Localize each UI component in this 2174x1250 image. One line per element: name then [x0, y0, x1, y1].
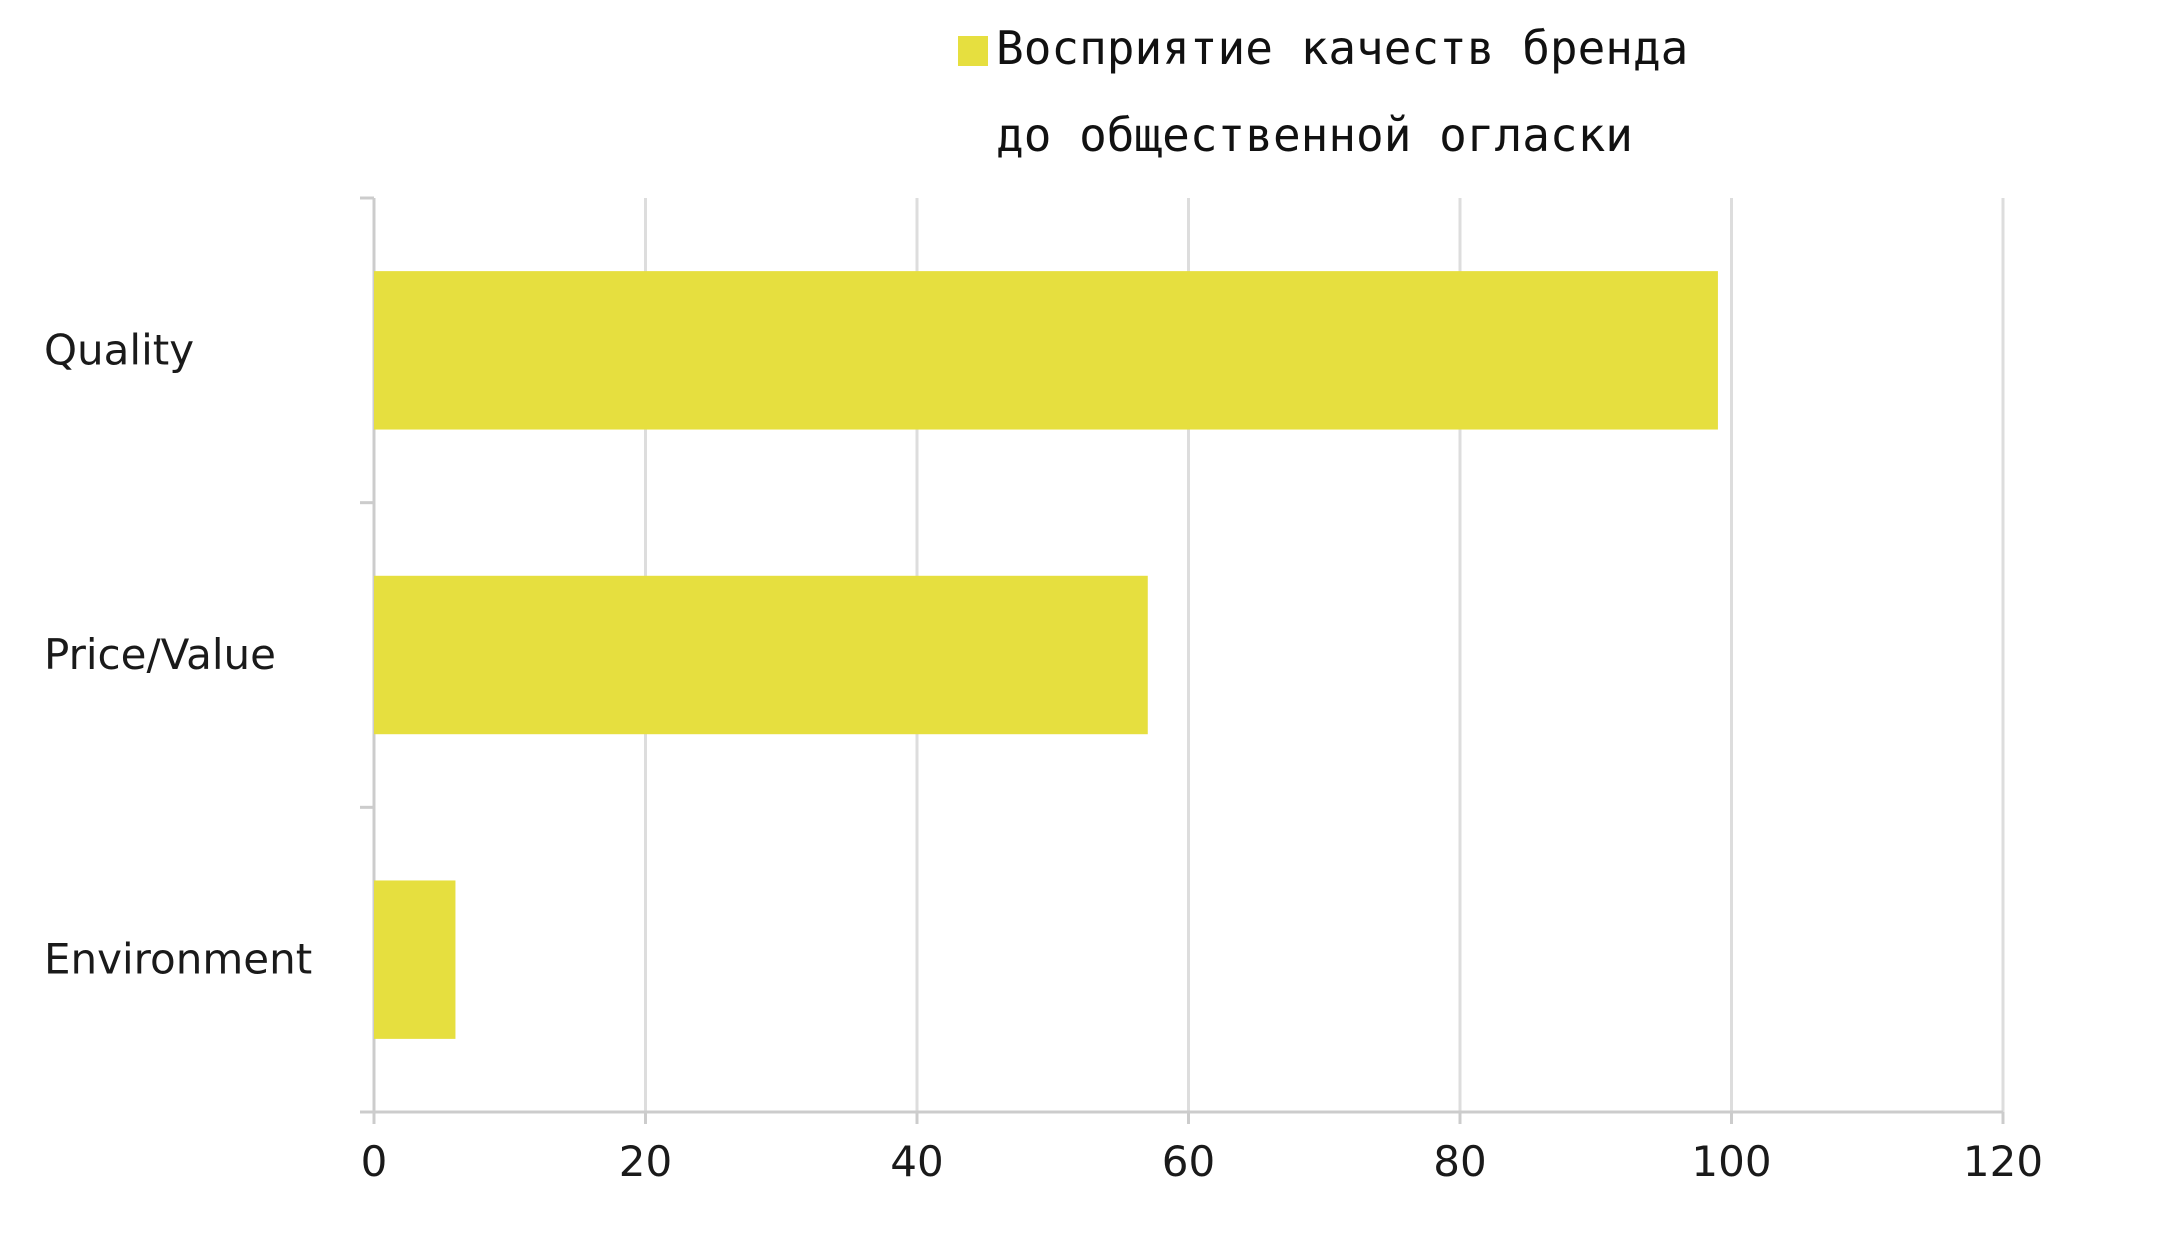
x-tick-label: 40	[890, 1137, 943, 1186]
x-tick-label: 120	[1963, 1137, 2043, 1186]
legend: Восприятие качеств бренда до общественно…	[958, 21, 1688, 162]
x-tick-label: 100	[1691, 1137, 1771, 1186]
category-label: Price/Value	[44, 630, 276, 679]
bar-environment	[374, 880, 456, 1039]
bar-price-value	[374, 575, 1148, 735]
x-tick-labels: 0 20 40 60 80 100 120	[361, 1137, 2043, 1186]
bar-quality	[374, 271, 1718, 430]
x-tick-label: 20	[619, 1137, 672, 1186]
category-label: Environment	[44, 935, 312, 984]
x-tick-label: 80	[1433, 1137, 1486, 1186]
bars	[374, 271, 1718, 1039]
legend-label-line-2: до общественной огласки	[996, 108, 1633, 162]
legend-label-line-1: Восприятие качеств бренда	[996, 21, 1688, 75]
x-tick-label: 0	[361, 1137, 388, 1186]
category-label: Quality	[44, 325, 194, 374]
x-tick-label: 60	[1162, 1137, 1215, 1186]
legend-swatch	[958, 36, 988, 66]
category-labels: Quality Price/Value Environment	[44, 325, 312, 983]
